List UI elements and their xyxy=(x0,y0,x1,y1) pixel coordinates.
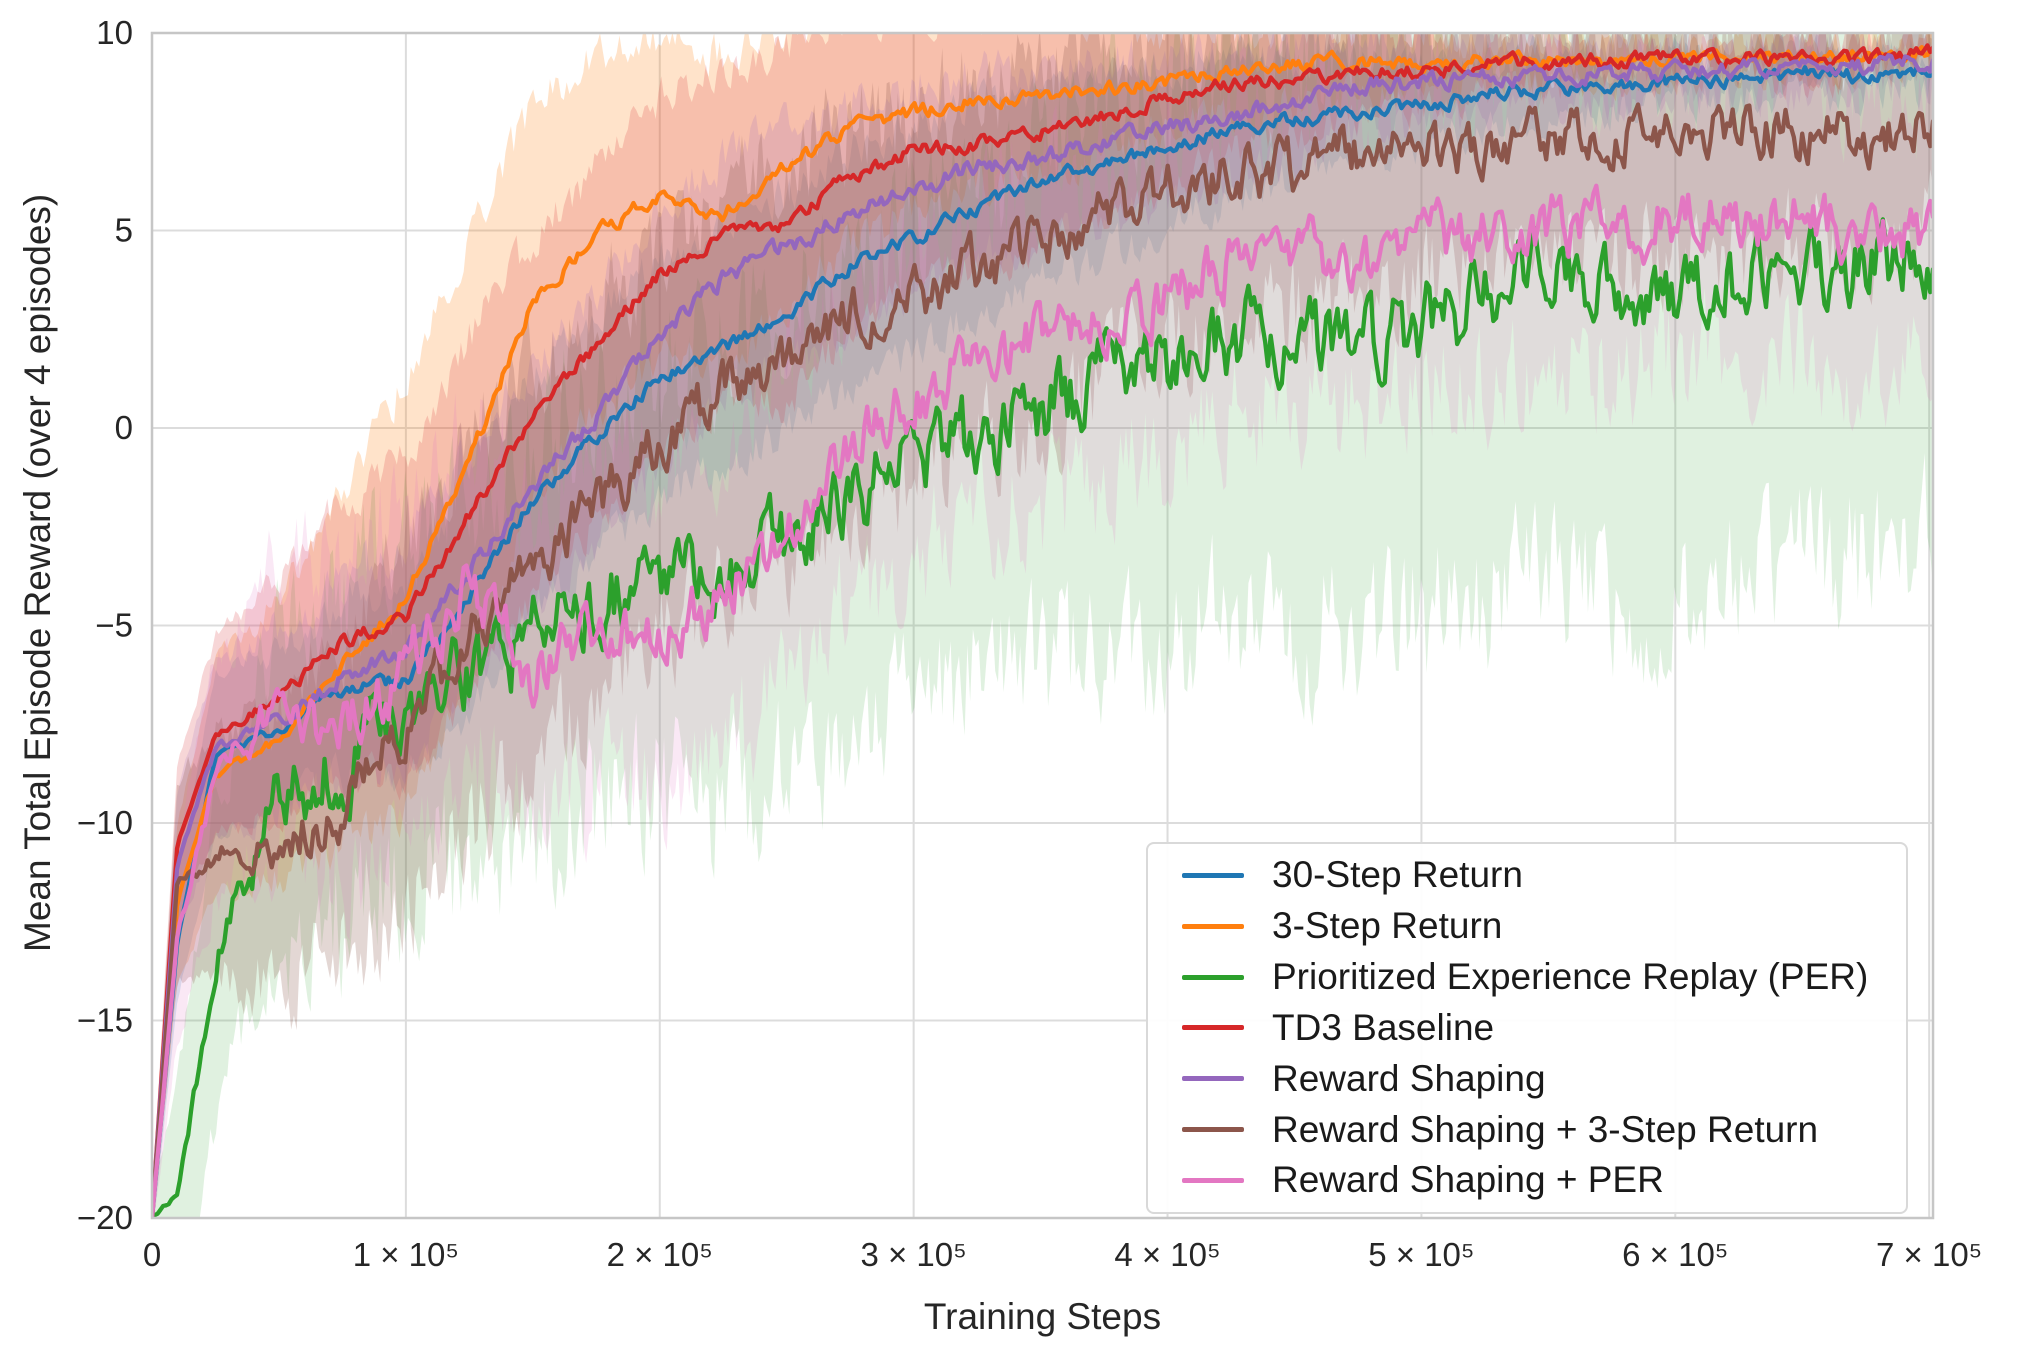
legend-item-2: 3-Step Return xyxy=(1148,905,1906,947)
y-axis-label: Mean Total Episode Reward (over 4 episod… xyxy=(17,193,58,952)
y-tick-label: 5 xyxy=(115,212,133,249)
y-tick-label: −5 xyxy=(95,607,133,644)
legend-swatch-icon xyxy=(1182,1025,1244,1031)
legend-label: Reward Shaping xyxy=(1272,1057,1546,1099)
series-line-5 xyxy=(152,52,1933,1218)
y-tick-label: −10 xyxy=(77,804,133,841)
legend-label: TD3 Baseline xyxy=(1272,1006,1495,1048)
legend-swatch-icon xyxy=(1182,1127,1244,1133)
x-axis-label: Training Steps xyxy=(923,1296,1162,1337)
legend-label: Prioritized Experience Replay (PER) xyxy=(1272,956,1869,998)
legend-swatch-icon xyxy=(1182,1177,1244,1183)
y-tick-label: 0 xyxy=(115,409,133,446)
plot-border xyxy=(150,31,1935,1220)
legend-label: 30-Step Return xyxy=(1272,854,1523,896)
x-tick-label: 2 × 10⁵ xyxy=(607,1236,713,1273)
legend-item-4: TD3 Baseline xyxy=(1148,1007,1906,1049)
series-band-3 xyxy=(152,33,1933,1218)
series-band-1 xyxy=(152,33,1933,1218)
legend-item-7: Reward Shaping + PER xyxy=(1148,1159,1906,1201)
x-tick-label: 4 × 10⁵ xyxy=(1114,1236,1220,1273)
tick-labels: 10 5 0 −5 −10 −15 −20 0 1 × 10⁵ 2 × 10⁵ 3 × 10⁵ 4 ×… xyxy=(77,14,1982,1273)
series-band-2 xyxy=(152,33,1933,1218)
x-tick-label: 6 × 10⁵ xyxy=(1622,1236,1728,1273)
x-tick-label: 7 × 10⁵ xyxy=(1876,1236,1982,1273)
series-line-4 xyxy=(152,43,1933,1218)
legend-label: Reward Shaping + 3-Step Return xyxy=(1272,1108,1819,1150)
y-tick-label: −20 xyxy=(77,1199,133,1236)
legend-swatch-icon xyxy=(1182,923,1244,929)
series-line-1 xyxy=(152,65,1933,1218)
legend: 30-Step Return 3-Step Return Prioritized E… xyxy=(1146,842,1908,1214)
series-band-4 xyxy=(152,33,1933,1218)
legend-item-6: Reward Shaping + 3-Step Return xyxy=(1148,1109,1906,1151)
series-line-6 xyxy=(152,102,1933,1218)
y-tick-label: 10 xyxy=(96,14,133,51)
series-line-3 xyxy=(152,217,1933,1218)
x-tick-label: 5 × 10⁵ xyxy=(1368,1236,1474,1273)
legend-label: Reward Shaping + PER xyxy=(1272,1159,1664,1201)
x-tick-label: 3 × 10⁵ xyxy=(860,1236,966,1273)
legend-item-1: 30-Step Return xyxy=(1148,854,1906,896)
series-band-5 xyxy=(152,33,1933,1218)
series-lines xyxy=(152,43,1933,1218)
x-tick-label: 1 × 10⁵ xyxy=(353,1236,459,1273)
legend-swatch-icon xyxy=(1182,974,1244,980)
series-line-7 xyxy=(152,183,1933,1218)
legend-swatch-icon xyxy=(1182,1076,1244,1082)
y-tick-label: −15 xyxy=(77,1002,133,1039)
x-tick-label: 0 xyxy=(143,1236,161,1273)
legend-label: 3-Step Return xyxy=(1272,905,1503,947)
legend-item-5: Reward Shaping xyxy=(1148,1058,1906,1100)
series-band-7 xyxy=(152,33,1933,1218)
legend-item-3: Prioritized Experience Replay (PER) xyxy=(1148,956,1906,998)
legend-swatch-icon xyxy=(1182,872,1244,878)
